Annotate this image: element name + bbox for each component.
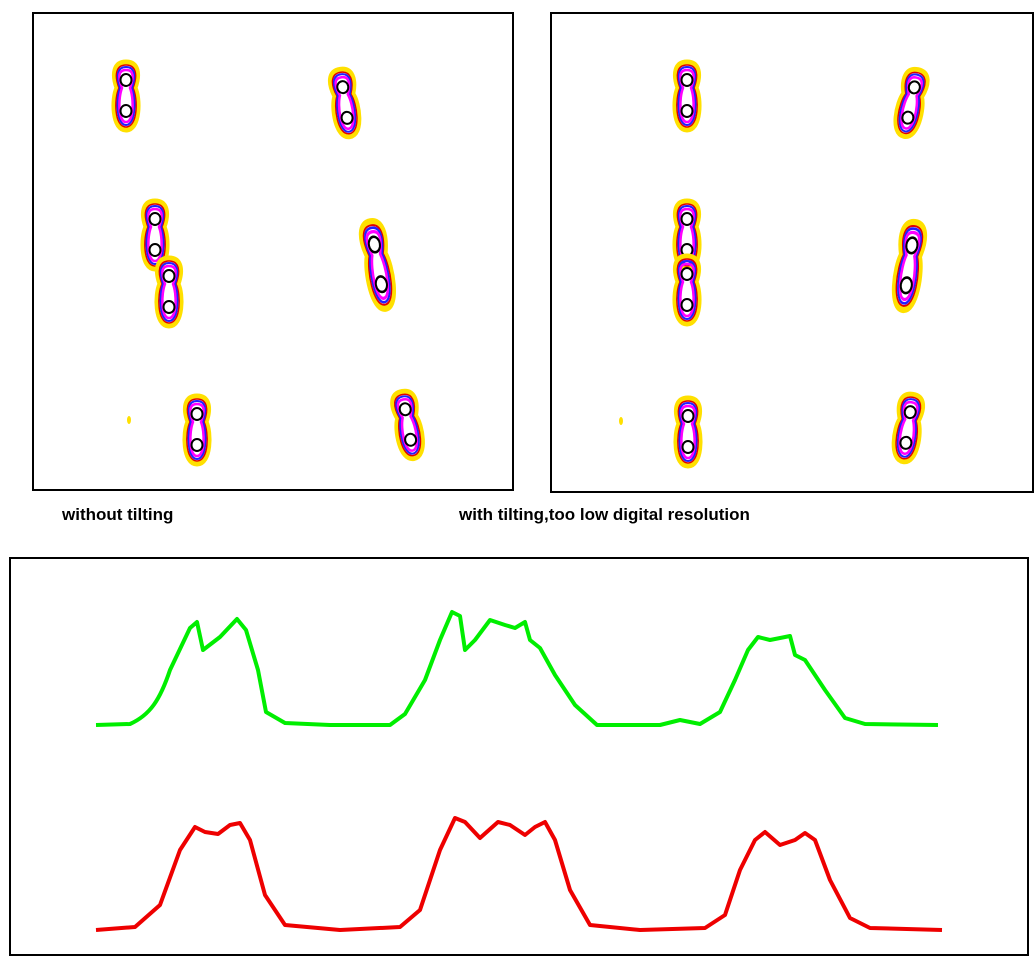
caption-right: with tilting,too low digital resolution [458,505,750,524]
green-trace [95,610,939,727]
red-trace [95,816,943,932]
right-panel [550,12,1034,493]
left-panel [32,12,514,491]
caption-left: without tilting [61,505,173,524]
trace-panel [9,557,1029,956]
